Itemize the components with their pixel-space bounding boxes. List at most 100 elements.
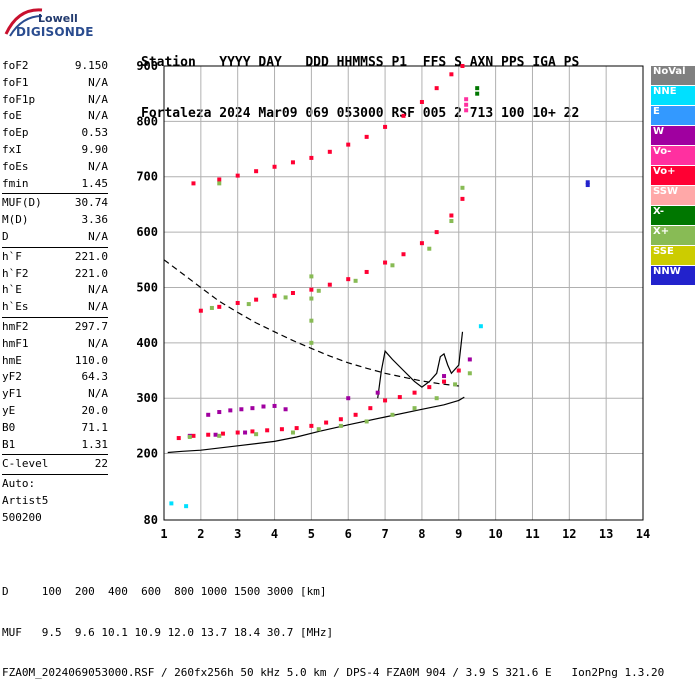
- param-label: h`F2: [2, 266, 29, 280]
- data-point: [338, 417, 343, 422]
- param-row: hmF1 N/A: [2, 336, 108, 353]
- data-point: [254, 297, 259, 302]
- x-tick-label: 4: [271, 527, 278, 541]
- y-tick-label: 500: [136, 280, 158, 294]
- param-label: h`E: [2, 283, 22, 297]
- data-point: [309, 423, 314, 428]
- data-point: [338, 423, 343, 428]
- data-point: [206, 432, 211, 437]
- data-point: [290, 430, 295, 435]
- data-point: [176, 436, 181, 441]
- param-row: D N/A: [2, 229, 108, 246]
- data-point: [309, 296, 314, 301]
- x-tick-label: 14: [636, 527, 650, 541]
- dashed-profile-line: [163, 259, 459, 387]
- data-point: [250, 429, 255, 434]
- data-point: [327, 282, 332, 287]
- data-point: [475, 86, 480, 91]
- param-label: Auto:: [2, 477, 36, 491]
- data-point: [235, 430, 240, 435]
- data-point: [585, 180, 590, 185]
- param-value: N/A: [88, 229, 108, 243]
- data-point: [346, 142, 351, 147]
- param-value: 71.1: [81, 420, 109, 434]
- data-point: [434, 86, 439, 91]
- param-label: foE: [2, 109, 22, 123]
- x-tick-label: 10: [488, 527, 502, 541]
- data-point: [324, 420, 329, 425]
- profile-line: [377, 331, 464, 399]
- param-value: N/A: [88, 387, 108, 401]
- param-label: B1: [2, 437, 16, 451]
- param-value: 3.36: [81, 213, 109, 227]
- data-point: [449, 213, 454, 218]
- data-point: [217, 181, 222, 186]
- param-label: Artist5: [2, 493, 49, 507]
- param-label: foEs: [2, 159, 29, 173]
- x-tick-label: 3: [234, 527, 241, 541]
- data-point: [401, 113, 406, 118]
- legend-item: W: [651, 126, 695, 145]
- param-value: 110.0: [74, 353, 108, 367]
- y-tick-label: 800: [136, 114, 158, 128]
- param-label: C-level: [2, 457, 49, 471]
- data-point: [401, 252, 406, 257]
- param-row: C-level 22: [2, 456, 108, 473]
- data-point: [290, 291, 295, 295]
- data-point: [383, 124, 388, 129]
- logo-text-digisonde: DIGISONDE: [16, 25, 94, 39]
- data-point: [309, 287, 314, 292]
- data-point: [184, 504, 189, 509]
- param-row: B0 71.1: [2, 420, 108, 437]
- legend-item: E: [651, 106, 695, 125]
- param-row: Auto:: [2, 476, 108, 493]
- param-label: D: [2, 229, 9, 243]
- data-point: [283, 407, 288, 412]
- data-point: [390, 412, 395, 417]
- data-point: [449, 219, 454, 224]
- legend-item: NoVal: [651, 66, 695, 85]
- param-row: h`F 221.0: [2, 249, 108, 266]
- data-point: [213, 432, 218, 437]
- data-point: [327, 149, 332, 154]
- y-tick-label: 400: [136, 336, 158, 350]
- x-tick-label: 9: [455, 527, 462, 541]
- data-point: [235, 300, 240, 305]
- data-point: [467, 371, 472, 376]
- param-label: h`Es: [2, 300, 29, 314]
- digisonde-logo: Lowell DIGISONDE: [4, 4, 93, 39]
- y-tick-label: 80: [144, 513, 158, 527]
- param-row: yF2 64.3: [2, 369, 108, 386]
- param-row: h`F2 221.0: [2, 266, 108, 283]
- param-row: hmF2 297.7: [2, 319, 108, 336]
- param-value: N/A: [88, 159, 108, 173]
- data-point: [272, 293, 277, 298]
- data-point: [375, 390, 380, 395]
- legend-item: SSW: [651, 186, 695, 205]
- legend-item: Vo-: [651, 146, 695, 165]
- footer: D 100 200 400 600 800 1000 1500 3000 [km…: [2, 558, 664, 693]
- data-point: [427, 246, 432, 251]
- param-separator: [2, 316, 108, 318]
- param-value: 20.0: [81, 403, 109, 417]
- param-label: hmF2: [2, 319, 29, 333]
- data-point: [209, 305, 214, 310]
- data-point: [353, 278, 358, 283]
- data-point: [383, 260, 388, 265]
- data-point: [265, 428, 270, 433]
- param-row: h`E N/A: [2, 282, 108, 299]
- data-point: [453, 382, 458, 387]
- data-point: [419, 99, 424, 104]
- param-label: fxI: [2, 142, 22, 156]
- param-label: yE: [2, 403, 16, 417]
- data-point: [239, 407, 244, 412]
- y-tick-label: 700: [136, 170, 158, 184]
- data-point: [390, 263, 395, 268]
- param-value: 22: [94, 457, 108, 471]
- param-value: 30.74: [74, 196, 108, 210]
- data-point: [427, 385, 432, 390]
- x-tick-label: 5: [308, 527, 315, 541]
- param-label: M(D): [2, 213, 29, 227]
- param-label: hmE: [2, 353, 22, 367]
- data-point: [346, 396, 351, 401]
